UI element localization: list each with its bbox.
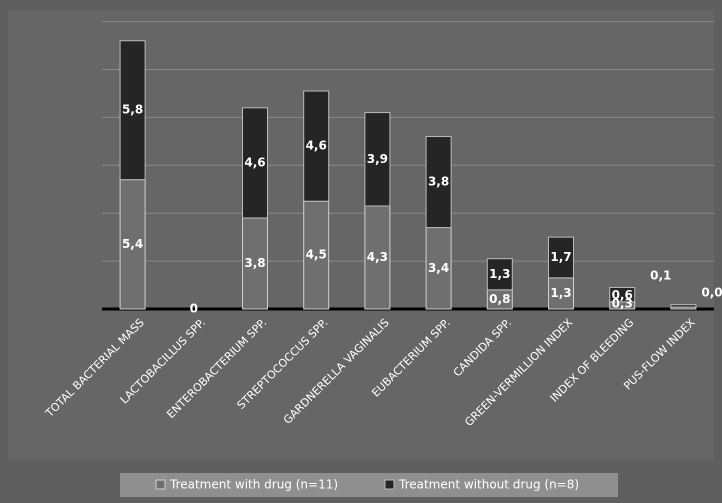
bar-without-drug: [303, 90, 330, 202]
data-label-without-drug: 0,1: [650, 269, 671, 283]
data-label-with-drug: 0,8: [489, 292, 510, 306]
bar-without-drug: [119, 40, 146, 181]
legend-swatch-with-drug: [155, 479, 166, 490]
data-label-without-drug: 5,8: [122, 103, 143, 117]
data-label-without-drug: 4,6: [244, 155, 265, 169]
data-label-with-drug: 4,3: [367, 250, 388, 264]
bar-without-drug: [364, 112, 391, 207]
data-label-with-drug: 3,4: [428, 261, 449, 275]
data-label-without-drug: 4,6: [306, 139, 327, 153]
data-label-with-drug: 0,3: [612, 297, 633, 311]
plot-area: [8, 10, 714, 460]
data-label-without-drug: 0,6: [612, 288, 633, 302]
data-label-without-drug: 1,3: [489, 267, 510, 281]
legend: Treatment with drug (n=11) Treatment with…: [120, 473, 618, 497]
bar-with-drug: [242, 217, 268, 310]
data-label-without-drug: 1,7: [550, 250, 571, 264]
bar-without-drug: [548, 236, 574, 279]
data-label-without-drug: 3,9: [367, 152, 388, 166]
legend-swatch-without-drug: [384, 479, 395, 490]
data-label-with-drug: 1,3: [550, 286, 571, 300]
bar-with-drug: [548, 277, 574, 310]
legend-box: [120, 473, 618, 497]
bar-without-drug: [609, 286, 636, 303]
bar-without-drug: [425, 136, 452, 229]
data-label-with-drug: 4,5: [306, 248, 327, 262]
data-label-with-drug: 5,4: [122, 237, 143, 251]
data-label-with-drug: 0,082: [701, 286, 722, 300]
bar-with-drug: [303, 200, 330, 310]
legend-label-with-drug: Treatment with drug (n=11): [169, 478, 338, 492]
bar-without-drug: [486, 258, 513, 291]
bar-without-drug: [242, 107, 268, 219]
bar-with-drug: [425, 227, 452, 310]
data-label-with-drug: 3,8: [244, 256, 265, 270]
data-label-without-drug: 3,8: [428, 175, 449, 189]
data-label-with-drug: 0: [190, 302, 198, 316]
bar-with-drug: [119, 179, 146, 310]
bar-without-drug: [670, 304, 697, 308]
legend-label-without-drug: Treatment without drug (n=8): [398, 478, 579, 492]
